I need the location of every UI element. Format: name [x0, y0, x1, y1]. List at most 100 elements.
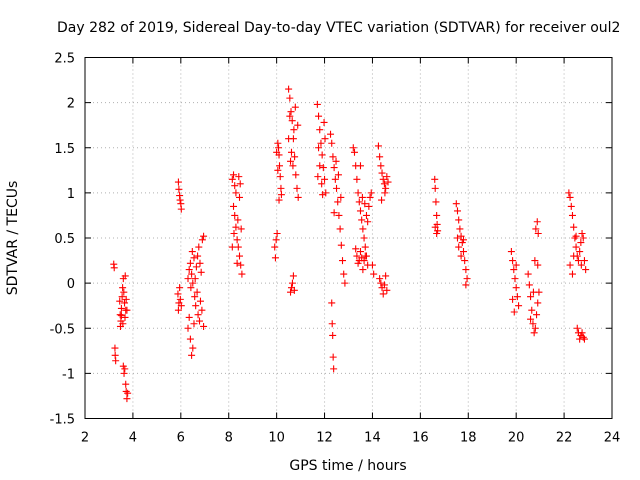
data-point — [328, 320, 336, 328]
y-tick-label: -1.5 — [50, 413, 75, 428]
data-point — [533, 218, 541, 226]
data-point — [322, 189, 330, 197]
data-point — [368, 261, 376, 269]
data-point — [382, 184, 390, 192]
data-point — [272, 236, 280, 244]
data-point — [381, 189, 389, 197]
data-point — [320, 118, 328, 126]
data-point — [117, 304, 125, 312]
data-point — [512, 284, 520, 292]
data-point — [290, 126, 298, 134]
data-point — [185, 313, 193, 321]
x-tick-label: 24 — [604, 431, 621, 446]
data-point — [513, 293, 521, 301]
data-point — [291, 153, 299, 161]
data-point — [288, 117, 296, 125]
data-point — [116, 311, 124, 319]
data-point — [287, 108, 295, 116]
data-point — [174, 306, 182, 314]
data-point — [582, 266, 590, 274]
data-point — [535, 288, 543, 296]
data-point — [341, 279, 349, 287]
data-point — [191, 293, 199, 301]
grid-lines — [85, 57, 612, 419]
data-point — [356, 162, 364, 170]
data-point — [566, 261, 574, 269]
data-point — [339, 257, 347, 265]
data-point — [527, 315, 535, 323]
data-point — [237, 225, 245, 233]
data-point — [228, 175, 236, 183]
data-point — [120, 288, 128, 296]
y-tick-label: -1 — [62, 367, 75, 382]
x-tick-label: 6 — [177, 431, 185, 446]
data-point — [231, 211, 239, 219]
y-tick-label: 0 — [67, 277, 75, 292]
data-point — [353, 252, 361, 260]
data-point — [289, 272, 297, 280]
data-point — [534, 261, 542, 269]
data-point — [512, 261, 520, 269]
data-point — [572, 243, 580, 251]
data-point — [380, 180, 388, 188]
data-point — [318, 151, 326, 159]
data-point — [459, 248, 467, 256]
data-point — [328, 299, 336, 307]
data-point — [359, 266, 367, 274]
data-point — [534, 229, 542, 237]
data-point — [515, 302, 523, 310]
y-tick-label: -0.5 — [50, 322, 75, 337]
data-point — [337, 193, 345, 201]
data-point — [189, 344, 197, 352]
data-point — [382, 272, 390, 280]
data-point — [316, 162, 324, 170]
data-point — [578, 329, 586, 337]
data-points — [110, 85, 590, 403]
data-point — [340, 270, 348, 278]
data-point — [196, 297, 204, 305]
data-point — [321, 135, 329, 143]
data-point — [353, 175, 361, 183]
data-point — [195, 243, 203, 251]
data-point — [121, 272, 129, 280]
data-point — [359, 225, 367, 233]
data-point — [336, 225, 344, 233]
data-point — [463, 275, 471, 283]
x-tick-label: 10 — [268, 431, 285, 446]
data-point — [193, 288, 201, 296]
data-point — [567, 202, 575, 210]
data-point — [236, 180, 244, 188]
data-point — [286, 112, 294, 120]
data-point — [350, 148, 358, 156]
data-point — [238, 270, 246, 278]
data-point — [354, 189, 362, 197]
data-point — [525, 281, 533, 289]
data-point — [230, 229, 238, 237]
axis-ticks — [84, 57, 613, 419]
data-point — [111, 344, 119, 352]
data-point — [329, 331, 337, 339]
data-point — [116, 297, 124, 305]
y-tick-label: 1 — [67, 187, 75, 202]
data-point — [453, 207, 461, 215]
data-point — [580, 257, 588, 265]
data-point — [317, 139, 325, 147]
data-point — [361, 252, 369, 260]
data-point — [319, 164, 327, 172]
data-point — [192, 302, 200, 310]
data-point — [321, 175, 329, 183]
data-point — [228, 243, 236, 251]
data-point — [364, 218, 372, 226]
data-point — [174, 178, 182, 186]
data-point — [370, 270, 378, 278]
data-point — [532, 225, 540, 233]
data-point — [232, 223, 240, 231]
data-point — [121, 365, 129, 373]
data-point — [574, 257, 582, 265]
data-point — [380, 281, 388, 289]
data-point — [274, 139, 282, 147]
data-point — [455, 243, 463, 251]
data-point — [314, 173, 322, 181]
data-point — [511, 275, 519, 283]
data-point — [276, 162, 284, 170]
